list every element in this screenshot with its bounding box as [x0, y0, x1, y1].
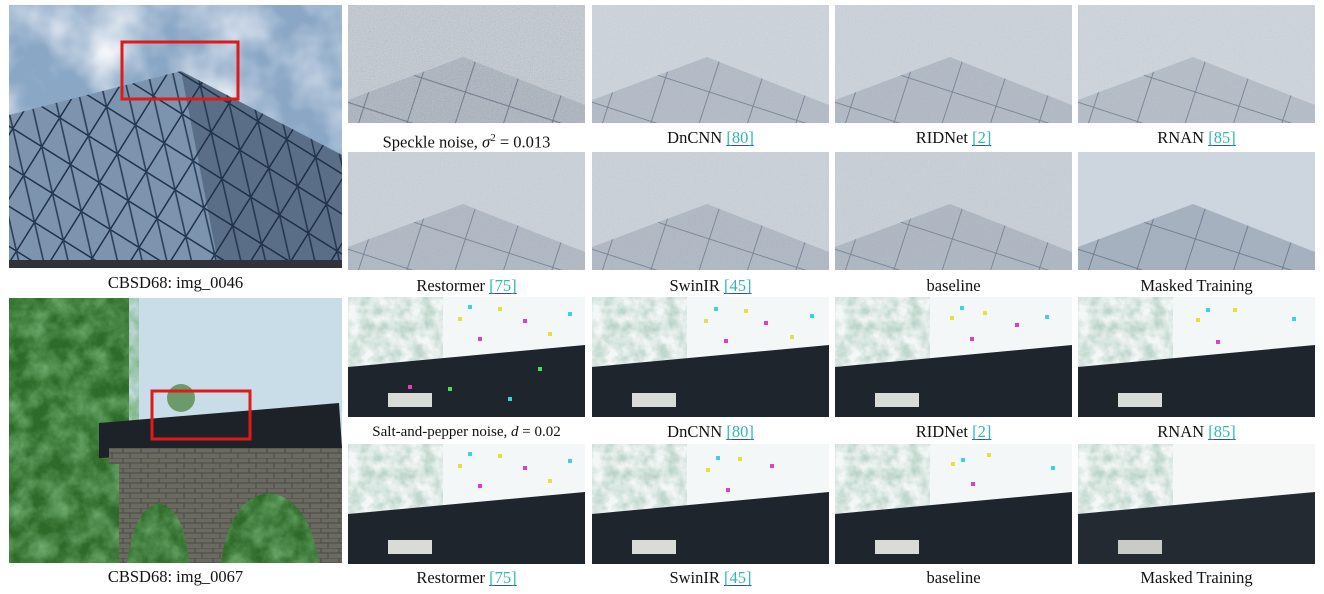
caption-noisy-1: Speckle noise, σ2 = 0.013	[382, 132, 551, 152]
caption-noisy-2: Salt-and-pepper noise, d = 0.02	[372, 424, 561, 440]
highlight-box	[120, 40, 240, 101]
crop-masked-training-2	[1078, 444, 1315, 564]
caption-dncnn-2: DnCNN [80]	[667, 422, 754, 441]
citation-link[interactable]: [2]	[972, 422, 992, 441]
citation-link[interactable]: [80]	[726, 128, 754, 147]
source-image-img-0067	[9, 298, 342, 563]
citation-link[interactable]: [85]	[1208, 128, 1236, 147]
crop-dncnn-1	[592, 5, 829, 123]
citation-link[interactable]: [80]	[726, 422, 754, 441]
source-image-img-0046	[9, 5, 342, 268]
citation-link[interactable]: [45]	[724, 568, 752, 587]
source-caption-2: CBSD68: img_0067	[107, 567, 244, 586]
citation-link[interactable]: [2]	[972, 128, 992, 147]
caption-rnan-1: RNAN [85]	[1157, 128, 1236, 147]
caption-masked-training-2: Masked Training	[1140, 568, 1253, 587]
crop-restormer-2	[348, 444, 585, 564]
crop-baseline-1	[835, 152, 1072, 270]
crop-saltpepper-noisy	[348, 297, 585, 417]
citation-link[interactable]: [75]	[489, 568, 517, 587]
crop-ridnet-1	[835, 5, 1072, 123]
caption-ridnet-1: RIDNet [2]	[915, 128, 992, 147]
caption-dncnn-1: DnCNN [80]	[667, 128, 754, 147]
crop-rnan-1	[1078, 5, 1315, 123]
crop-swinir-2	[592, 444, 829, 564]
crop-masked-training-1	[1078, 152, 1315, 270]
caption-restormer-2: Restormer [75]	[416, 568, 517, 587]
source-caption-1: CBSD68: img_0046	[107, 273, 244, 292]
crop-speckle-noisy	[348, 5, 585, 123]
citation-link[interactable]: [75]	[489, 276, 517, 295]
caption-swinir-2: SwinIR [45]	[669, 568, 752, 587]
crop-ridnet-2	[835, 297, 1072, 417]
caption-baseline-1: baseline	[926, 276, 981, 295]
crop-dncnn-2	[592, 297, 829, 417]
crop-rnan-2	[1078, 297, 1315, 417]
citation-link[interactable]: [45]	[724, 276, 752, 295]
caption-baseline-2: baseline	[926, 568, 981, 587]
crop-baseline-2	[835, 444, 1072, 564]
caption-swinir-1: SwinIR [45]	[669, 276, 752, 295]
caption-ridnet-2: RIDNet [2]	[915, 422, 992, 441]
crop-restormer-1	[348, 152, 585, 270]
caption-masked-training-1: Masked Training	[1140, 276, 1253, 295]
caption-restormer-1: Restormer [75]	[416, 276, 517, 295]
citation-link[interactable]: [85]	[1208, 422, 1236, 441]
crop-swinir-1	[592, 152, 829, 270]
caption-rnan-2: RNAN [85]	[1157, 422, 1236, 441]
highlight-box	[150, 389, 252, 441]
